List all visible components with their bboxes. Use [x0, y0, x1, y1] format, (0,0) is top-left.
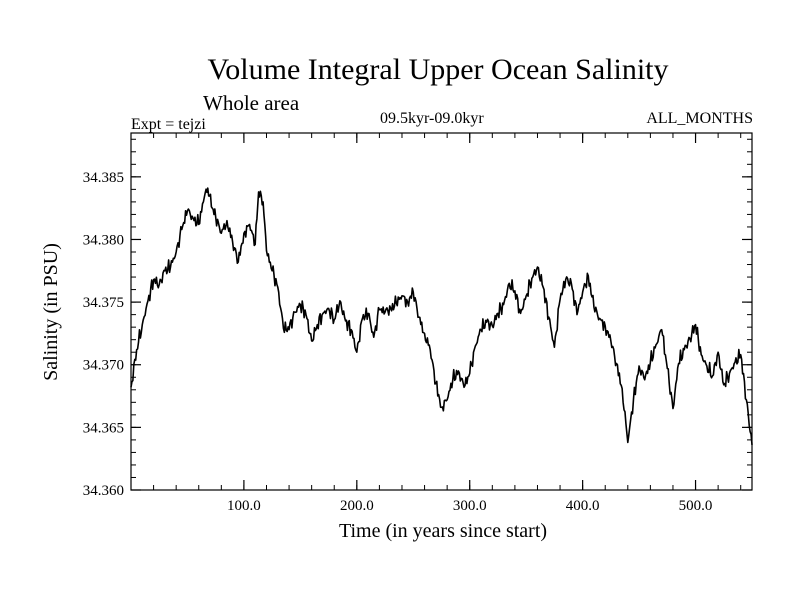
x-tick-label: 300.0: [453, 498, 487, 514]
x-tick-label: 400.0: [566, 498, 600, 514]
y-tick-label: 34.385: [83, 170, 124, 186]
x-tick-label: 200.0: [340, 498, 374, 514]
x-tick-label: 100.0: [227, 498, 261, 514]
y-axis-label: Salinity (in PSU): [40, 243, 62, 381]
experiment-label: Expt = tejzi: [131, 116, 206, 133]
y-axis-ticks: 34.360 34.365 34.370 34.375 34.380 34.385: [83, 138, 752, 499]
months-label: ALL_MONTHS: [646, 110, 753, 127]
x-tick-label: 500.0: [679, 498, 713, 514]
period-label: 09.5kyr-09.0kyr: [380, 110, 484, 127]
chart-title: Volume Integral Upper Ocean Salinity: [207, 53, 669, 86]
series-group: [130, 187, 753, 445]
chart-subtitle: Whole area: [203, 91, 300, 115]
x-axis-label: Time (in years since start): [338, 520, 548, 542]
y-tick-label: 34.365: [83, 420, 124, 436]
y-tick-label: 34.370: [83, 358, 124, 374]
plot-frame: [130, 132, 753, 491]
y-tick-label: 34.360: [83, 483, 124, 499]
y-tick-label: 34.375: [83, 295, 124, 311]
y-tick-label: 34.380: [83, 232, 124, 248]
series-line: [130, 187, 753, 445]
x-axis-ticks: 100.0 200.0 300.0 400.0 500.0: [153, 133, 742, 514]
